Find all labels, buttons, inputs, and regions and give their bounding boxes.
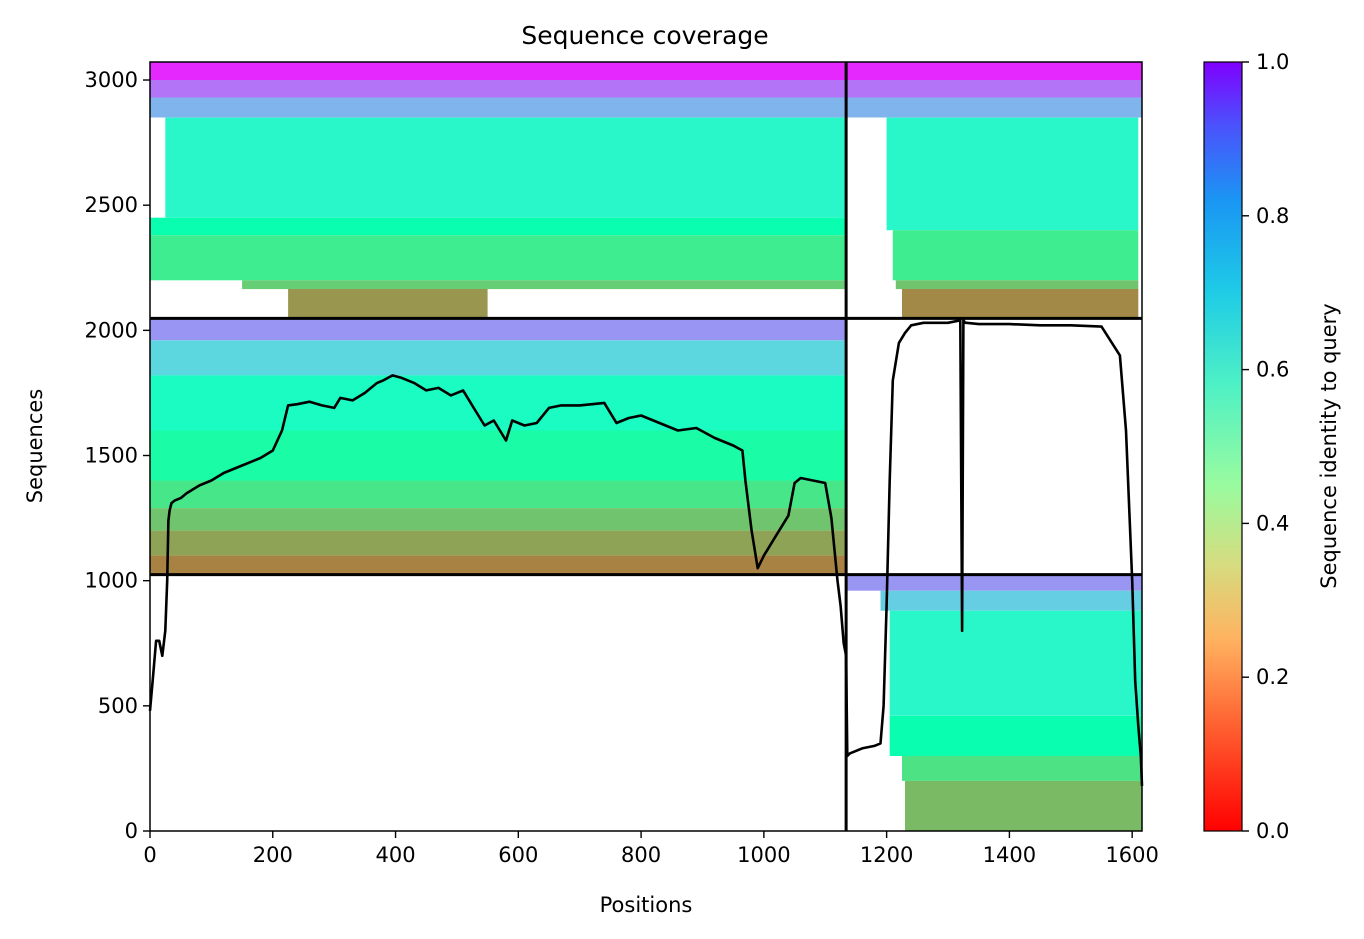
colorbar: 0.0 0.2 0.4 0.6 0.8 1.0 Sequence identity to … bbox=[1203, 50, 1341, 843]
identity-band bbox=[288, 289, 488, 319]
chain-boundaries bbox=[150, 62, 1142, 831]
identity-band bbox=[846, 574, 1142, 591]
y-tick-label: 1000 bbox=[85, 569, 138, 593]
identity-band bbox=[880, 590, 1142, 611]
y-axis: 0 500 1000 1500 2000 2500 3000 bbox=[85, 68, 150, 843]
colorbar-tick-label: 0.6 bbox=[1256, 358, 1289, 382]
identity-band bbox=[846, 97, 1142, 118]
identity-band bbox=[150, 97, 847, 118]
colorbar-tick-label: 0.2 bbox=[1256, 665, 1289, 689]
colorbar-tick-label: 0.4 bbox=[1256, 511, 1289, 535]
identity-band bbox=[150, 340, 847, 376]
coverage-line bbox=[148, 319, 1144, 786]
identity-band bbox=[902, 755, 1142, 781]
chart-title: Sequence coverage bbox=[521, 21, 768, 50]
block-chain1-unpaired bbox=[150, 318, 847, 575]
x-tick-label: 200 bbox=[253, 843, 293, 867]
identity-band bbox=[150, 508, 847, 531]
x-tick-label: 1400 bbox=[983, 843, 1036, 867]
identity-band bbox=[902, 289, 1139, 319]
block-chain2-unpaired bbox=[846, 574, 1142, 831]
colorbar-tick-label: 0.8 bbox=[1256, 204, 1289, 228]
y-tick-label: 3000 bbox=[85, 68, 138, 92]
x-tick-label: 1200 bbox=[860, 843, 913, 867]
identity-band bbox=[150, 555, 847, 575]
block-chain2-paired bbox=[846, 62, 1142, 319]
identity-band bbox=[892, 230, 1139, 281]
identity-band bbox=[150, 235, 847, 281]
block-chain1-paired bbox=[150, 62, 847, 319]
identity-band bbox=[846, 80, 1142, 98]
identity-band bbox=[242, 280, 847, 290]
y-axis-label: Sequences bbox=[23, 389, 47, 504]
colorbar-gradient bbox=[1203, 61, 1243, 832]
identity-band bbox=[150, 375, 847, 431]
identity-band bbox=[165, 117, 847, 218]
heatmap-area bbox=[150, 62, 1142, 831]
x-tick-label: 0 bbox=[143, 843, 156, 867]
x-axis: 0 200 400 600 800 1000 1200 1400 1600 bbox=[143, 831, 1159, 867]
coverage-line-layer bbox=[148, 319, 1144, 786]
identity-band bbox=[150, 62, 847, 80]
identity-band bbox=[150, 480, 847, 508]
identity-band bbox=[150, 80, 847, 98]
identity-band bbox=[905, 780, 1142, 831]
x-axis-label: Positions bbox=[600, 893, 693, 917]
x-tick-label: 800 bbox=[621, 843, 661, 867]
identity-band bbox=[150, 217, 847, 236]
y-tick-label: 1500 bbox=[85, 444, 138, 468]
x-tick-label: 600 bbox=[498, 843, 538, 867]
identity-band bbox=[895, 280, 1139, 290]
identity-band bbox=[889, 715, 1142, 756]
y-tick-label: 0 bbox=[125, 819, 138, 843]
plot-frame bbox=[149, 61, 1143, 832]
identity-band bbox=[886, 117, 1139, 231]
y-tick-label: 2000 bbox=[85, 318, 138, 342]
y-tick-label: 2500 bbox=[85, 193, 138, 217]
colorbar-tick-label: 1.0 bbox=[1256, 50, 1289, 74]
y-tick-label: 500 bbox=[98, 694, 138, 718]
colorbar-ticks: 0.0 0.2 0.4 0.6 0.8 1.0 bbox=[1242, 50, 1289, 843]
colorbar-tick-label: 0.0 bbox=[1256, 819, 1289, 843]
identity-band bbox=[150, 318, 847, 341]
x-tick-label: 400 bbox=[375, 843, 415, 867]
identity-band bbox=[846, 62, 1142, 80]
identity-band bbox=[889, 610, 1142, 716]
identity-band bbox=[150, 530, 847, 556]
x-tick-label: 1600 bbox=[1105, 843, 1158, 867]
x-tick-label: 1000 bbox=[737, 843, 790, 867]
colorbar-label: Sequence identity to query bbox=[1317, 303, 1341, 588]
